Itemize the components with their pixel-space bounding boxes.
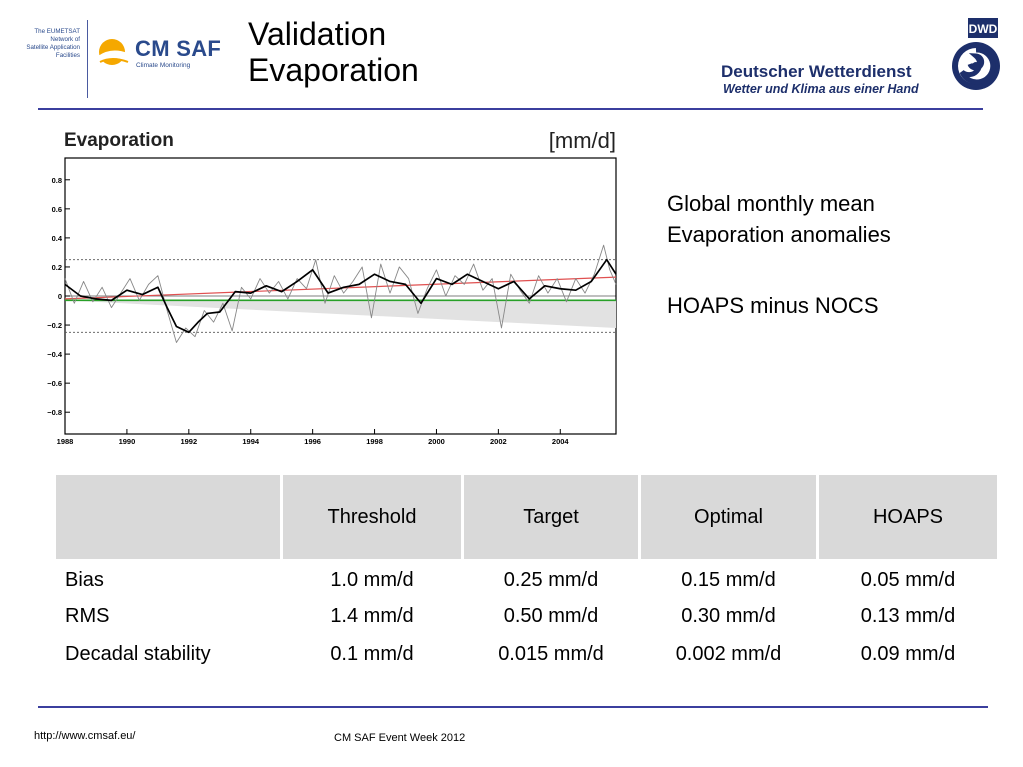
monthly-anomaly-line (64, 244, 617, 343)
footer-rule (38, 706, 988, 708)
y-tick-label: 0.2 (52, 263, 62, 272)
slide-title: Validation Evaporation (248, 16, 419, 88)
y-tick-label: 0.8 (52, 176, 62, 185)
description-line: Evaporation anomalies (667, 222, 891, 247)
cmsaf-sun-icon (98, 39, 130, 65)
cmsaf-logo-tagline: Climate Monitoring (136, 62, 191, 69)
row-label: Bias (65, 569, 104, 591)
target-value: 0.50 mm/d (503, 605, 599, 627)
x-tick-label: 1994 (242, 437, 260, 446)
chart-title: Evaporation (64, 130, 174, 151)
y-tick-label: −0.6 (47, 379, 62, 388)
eumetsat-line: Satellite Application (26, 44, 80, 51)
description-line: Global monthly mean (667, 191, 875, 216)
plot-area: 0.8 0.6 0.4 0.2 0 −0.2 −0.4 −0.6 −0.8 1988 1990 199… (47, 157, 617, 446)
header-cell-hoaps: HOAPS (819, 475, 997, 559)
footer-event: CM SAF Event Week 2012 (334, 732, 466, 744)
y-tick-label: 0 (58, 292, 62, 301)
header-rule (38, 108, 983, 110)
hoaps-value: 0.09 mm/d (860, 643, 956, 665)
y-tick-label: −0.8 (47, 408, 62, 417)
header-cell-threshold: Threshold (283, 475, 461, 559)
table-row: RMS 1.4 mm/d 0.50 mm/d 0.30 mm/d 0.13 mm… (56, 598, 997, 634)
chart-unit-label: [mm/d] (549, 128, 616, 153)
smoothed-anomaly-line (64, 258, 617, 334)
dwd-name: Deutscher Wetterdienst (721, 62, 912, 81)
chart-description: Global monthly mean Evaporation anomalie… (667, 188, 891, 321)
x-tick-label: 2004 (552, 437, 570, 446)
y-tick-label: −0.2 (47, 321, 62, 330)
hoaps-value: 0.05 mm/d (860, 569, 956, 591)
eumetsat-network-label: The EUMETSAT Network of Satellite Applic… (14, 28, 80, 60)
dwd-logo-text: DWD (969, 22, 998, 36)
eumetsat-line: Facilities (55, 52, 80, 59)
y-tick-label: 0.6 (52, 205, 62, 214)
y-tick-label: 0.4 (52, 234, 63, 243)
evaporation-chart: Evaporation [mm/d] 0.8 0.6 0.4 0.2 0 −0.2 −0.4… (47, 128, 617, 446)
table-row: Decadal stability 0.1 mm/d 0.015 mm/d 0.… (56, 636, 997, 672)
row-label: RMS (65, 605, 110, 627)
x-tick-label: 1998 (366, 437, 383, 446)
optimal-value: 0.30 mm/d (681, 605, 776, 627)
x-tick-label: 2002 (490, 437, 507, 446)
hoaps-value: 0.13 mm/d (860, 605, 956, 627)
threshold-value: 1.4 mm/d (330, 605, 414, 627)
slide-title-line: Validation (248, 16, 387, 52)
eumetsat-line: Network of (50, 36, 80, 43)
target-value: 0.015 mm/d (498, 643, 604, 665)
x-tick-label: 1996 (304, 437, 321, 446)
header-cell-optimal: Optimal (641, 475, 816, 559)
dwd-logo-icon: DWD (952, 18, 1000, 90)
threshold-value: 1.0 mm/d (330, 569, 414, 591)
x-tick-label: 2000 (428, 437, 445, 446)
x-tick-label: 1988 (57, 437, 74, 446)
row-label: Decadal stability (65, 643, 211, 665)
header-cell-target: Target (464, 475, 638, 559)
dataset-comparison-label: HOAPS minus NOCS (667, 293, 879, 318)
x-tick-label: 1992 (180, 437, 197, 446)
eumetsat-line: The EUMETSAT (34, 28, 80, 35)
uncertainty-wedge (65, 300, 616, 328)
optimal-value: 0.15 mm/d (681, 569, 776, 591)
footer-url[interactable]: http://www.cmsaf.eu/ (34, 730, 136, 742)
threshold-value: 0.1 mm/d (330, 643, 414, 665)
y-tick-label: −0.4 (47, 350, 63, 359)
dwd-slogan: Wetter und Klima aus einer Hand (723, 82, 919, 96)
slide-title-line: Evaporation (248, 52, 419, 88)
requirements-table-header: Threshold Target Optimal HOAPS (56, 475, 997, 559)
table-row: Bias 1.0 mm/d 0.25 mm/d 0.15 mm/d 0.05 m… (56, 562, 997, 598)
cmsaf-logo-name: CM SAF (135, 36, 222, 61)
target-value: 0.25 mm/d (503, 569, 599, 591)
x-tick-label: 1990 (119, 437, 136, 446)
optimal-value: 0.002 mm/d (675, 643, 782, 665)
header-divider (87, 20, 88, 98)
header-cell-empty (56, 475, 280, 559)
